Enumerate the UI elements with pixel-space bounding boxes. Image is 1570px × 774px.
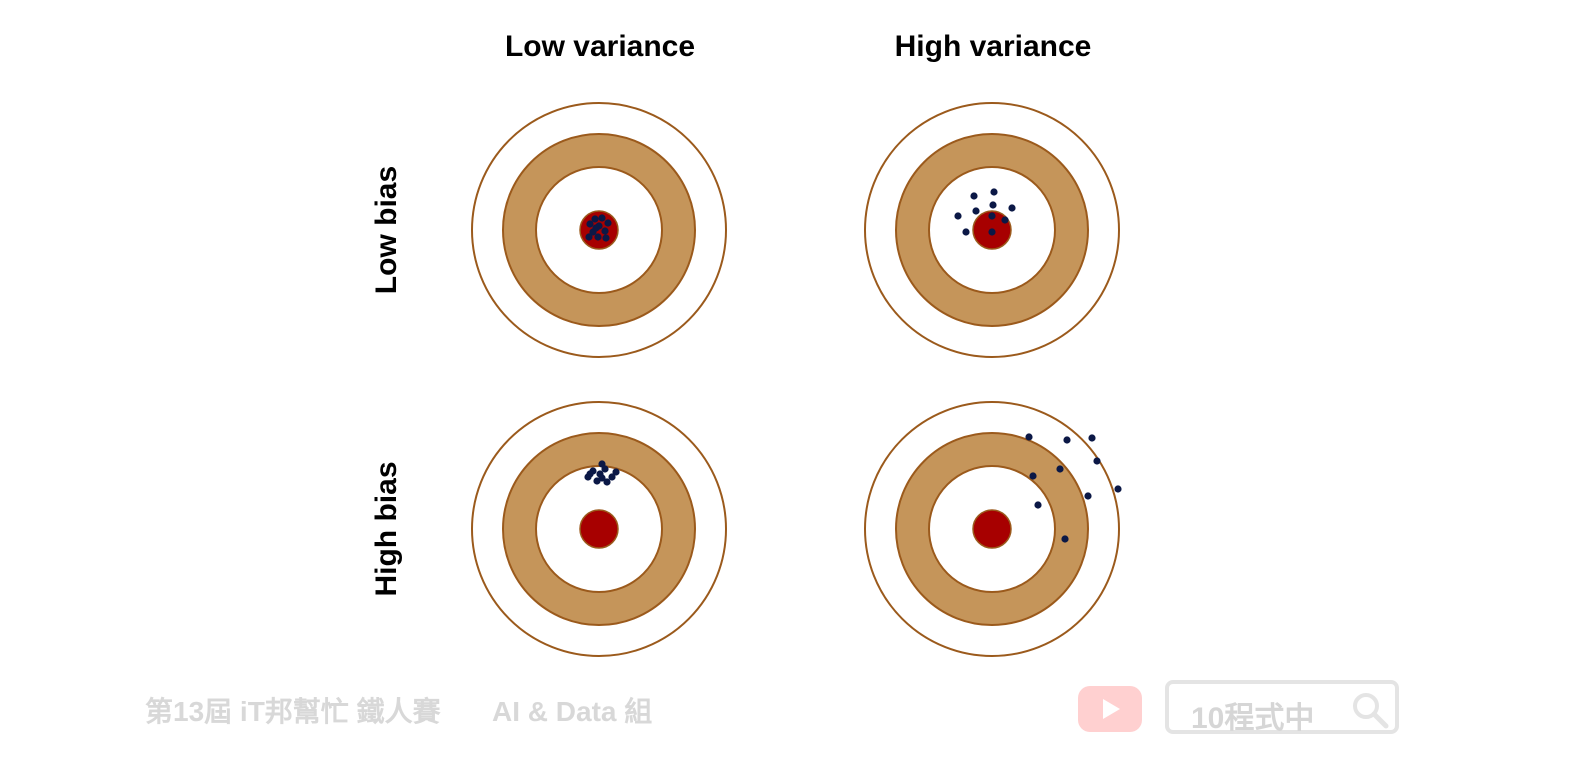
shot-point [1001,216,1009,224]
search-box: 10程式中 [1165,680,1399,735]
shot-point [1008,204,1016,212]
search-text: 10程式中 [1191,702,1315,735]
shot-point [1034,501,1042,509]
shot-point [1025,433,1033,441]
shot-point [1061,535,1069,543]
shot-point [1063,436,1071,444]
shot-point [598,474,606,482]
row-title-high-bias: High bias [370,461,403,597]
shot-point [594,233,602,241]
search-icon [1353,693,1389,729]
target-low-bias-high-variance [864,102,1120,358]
shot-point [603,478,611,486]
youtube-icon [1078,686,1142,732]
shot-point [1093,457,1101,465]
target-high-bias-low-variance [471,401,727,657]
target-high-bias-high-variance [864,401,1122,657]
shot-point [604,219,612,227]
column-title-high-variance: High variance [894,30,1092,63]
shot-point [1029,472,1037,480]
shot-point [988,212,996,220]
target-low-bias-low-variance [471,102,727,358]
shot-point [1088,434,1096,442]
shot-point [972,207,980,215]
watermark-group: AI & Data 組 [492,696,653,727]
shot-point [962,228,970,236]
bullseye [579,509,619,549]
shot-point [602,234,610,242]
shot-point [601,465,609,473]
watermark-contest: 第13屆 iT邦幫忙 鐵人賽 [145,696,441,727]
shot-point [1084,492,1092,500]
shot-point [585,233,593,241]
bullseye [972,509,1012,549]
shot-point [608,473,616,481]
shot-point [1114,485,1122,493]
shot-point [989,201,997,209]
shot-point [970,192,978,200]
shot-point [586,470,594,478]
shot-point [954,212,962,220]
shot-point [601,227,609,235]
column-title-low-variance: Low variance [504,30,696,63]
shot-point [988,228,996,236]
shot-point [591,215,599,223]
shot-point [592,224,600,232]
row-title-low-bias: Low bias [370,165,403,295]
shot-point [598,214,606,222]
shot-point [612,468,620,476]
shot-point [586,220,594,228]
shot-point [1056,465,1064,473]
shot-point [990,188,998,196]
